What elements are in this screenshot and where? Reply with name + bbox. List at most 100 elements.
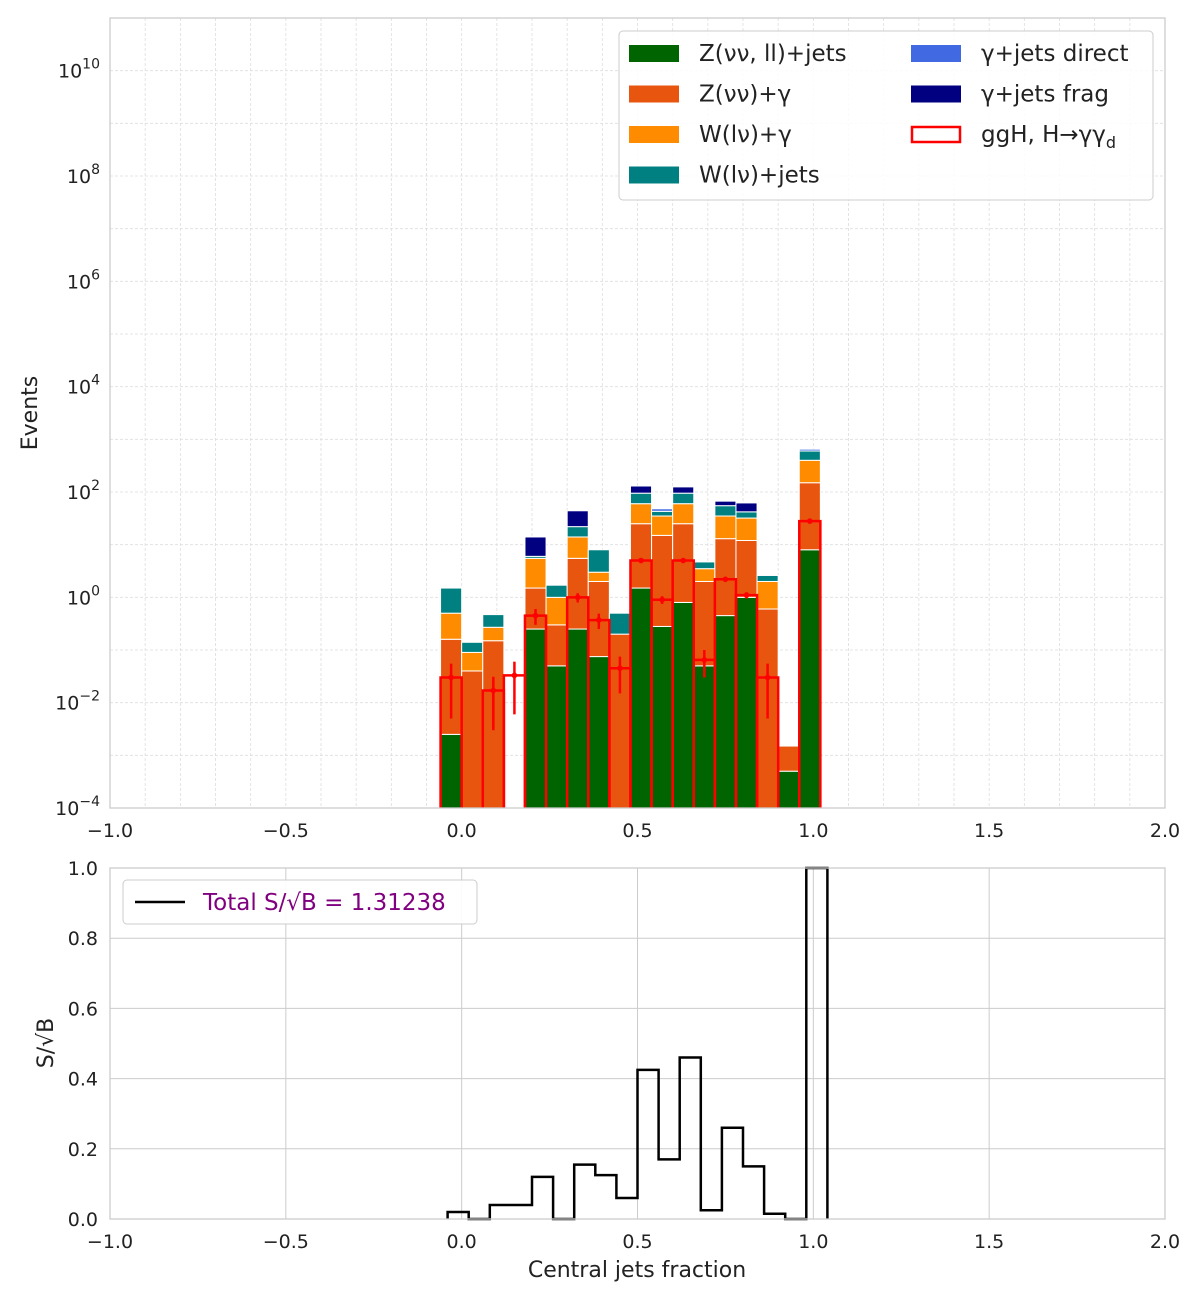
bottom-y-tick-label: 0.8 <box>68 928 98 950</box>
legend-swatch <box>629 166 679 184</box>
bottom-y-tick-label: 0.4 <box>68 1069 98 1091</box>
top-signal <box>439 518 822 808</box>
bottom-legend: Total S/√B = 1.31238 <box>122 879 478 925</box>
bar-segment <box>545 584 568 598</box>
bar-segment <box>651 508 674 512</box>
bar-segment <box>756 580 779 610</box>
legend-swatch <box>910 125 962 144</box>
legend-label: W(lν)+jets <box>699 163 820 189</box>
bar-segment <box>608 612 631 635</box>
bar-segment <box>566 510 589 528</box>
bottom-x-tick-label: 1.5 <box>974 1231 1004 1253</box>
legend-label: γ+jets frag <box>981 82 1109 108</box>
signal-point <box>638 557 644 564</box>
bar-segment <box>440 733 463 809</box>
bottom-x-axis-title: Central jets fraction <box>528 1258 746 1283</box>
bottom-y-tick-label: 0.6 <box>68 998 98 1020</box>
signal-point <box>490 687 497 694</box>
bar-segment <box>651 510 674 517</box>
top-y-tick-label: 100 <box>67 583 100 609</box>
bottom-legend-box <box>122 879 478 925</box>
bar-segment <box>629 485 653 494</box>
bar-segment <box>693 561 716 570</box>
bar-segment <box>629 587 653 809</box>
bar-segment <box>693 568 716 582</box>
bar-segment <box>629 503 653 525</box>
top-y-tick-label: 104 <box>67 373 100 399</box>
legend-swatch <box>629 85 679 103</box>
bottom-plot-frame <box>109 867 1166 1220</box>
top-x-tick-label: 1.0 <box>798 820 828 842</box>
top-y-tick-label: 10−2 <box>55 689 100 715</box>
bar-segment <box>756 574 779 582</box>
legend-swatch <box>911 85 961 103</box>
bottom-y-tick-label: 1.0 <box>68 858 98 880</box>
bar-segment <box>524 536 547 557</box>
top-x-tick-label: 2.0 <box>1150 820 1180 842</box>
signal-point <box>722 576 729 583</box>
bottom-legend-label: Total S/√B = 1.31238 <box>202 890 446 916</box>
bottom-panel: −1.0 −0.5 0.0 0.5 1.0 1.5 2.0 0.0 0.2 0.4 0.6 0.8 1… <box>34 858 1180 1283</box>
top-y-tick-label: 10−4 <box>55 794 100 820</box>
bar-segment <box>735 539 758 598</box>
bar-segment <box>545 665 568 809</box>
bottom-x-ticks: −1.0 −0.5 0.0 0.5 1.0 1.5 2.0 <box>87 1231 1180 1253</box>
bar-segment <box>735 511 758 519</box>
s-over-sqrt-b-line <box>446 866 829 1221</box>
legend-label: γ+jets direct <box>981 41 1129 67</box>
top-x-tick-label: 0.5 <box>622 820 652 842</box>
bar-segment <box>735 596 758 809</box>
bar-segment <box>651 625 674 809</box>
bar-segment <box>777 770 800 809</box>
top-x-ticks: −1.0 −0.5 0.0 0.5 1.0 1.5 2.0 <box>87 820 1180 842</box>
top-x-tick-label: 0.0 <box>447 820 477 842</box>
bar-segment <box>545 596 568 626</box>
bar-segment <box>587 656 610 809</box>
top-y-tick-label: 1010 <box>58 57 100 83</box>
legend-swatch <box>629 45 679 62</box>
signal-point <box>743 592 750 598</box>
bar-segment <box>777 745 800 772</box>
bottom-x-tick-label: 0.5 <box>622 1231 652 1253</box>
bar-segment <box>629 492 653 505</box>
bar-segment <box>629 523 653 589</box>
bar-segment <box>524 557 547 589</box>
bottom-y-tick-label: 0.0 <box>68 1209 98 1231</box>
legend-label: W(lν)+γ <box>699 122 792 148</box>
top-panel: −1.0 −0.5 0.0 0.5 1.0 1.5 2.0 10−410−210010210… <box>18 17 1180 842</box>
bottom-x-tick-label: −1.0 <box>87 1231 133 1253</box>
signal-point <box>448 674 454 681</box>
signal-point <box>807 518 813 524</box>
bottom-y-tick-label: 0.2 <box>68 1139 98 1161</box>
signal-point <box>764 674 771 681</box>
signal-point <box>596 617 602 623</box>
bar-segment <box>482 626 505 642</box>
bar-segment <box>440 587 463 614</box>
bottom-y-axis-title: S/√B <box>34 1018 59 1069</box>
bar-segment <box>587 549 610 573</box>
bar-segment <box>461 670 484 809</box>
bar-segment <box>735 502 758 513</box>
top-y-ticks: 10−4 10−2 100 102 104 106 108 1010 <box>55 57 100 820</box>
bottom-x-tick-label: 0.0 <box>447 1231 477 1253</box>
signal-point <box>659 596 665 603</box>
top-legend: Z(νν, ll)+jets Z(νν)+γ W(lν)+γ W(lν)+jets γ+… <box>618 30 1154 201</box>
bar-segment <box>566 536 589 559</box>
top-x-tick-label: −0.5 <box>263 820 309 842</box>
bar-segment <box>693 665 716 809</box>
bar-segment <box>651 534 674 627</box>
bottom-x-tick-label: −0.5 <box>263 1231 309 1253</box>
signal-point <box>532 612 539 619</box>
bar-segment <box>798 549 821 809</box>
bar-segment <box>651 515 674 536</box>
legend-label: Z(νν)+γ <box>699 82 791 108</box>
bar-segment <box>714 505 737 517</box>
bar-segment <box>672 601 695 809</box>
bar-segment <box>714 500 737 507</box>
signal-point <box>617 665 623 672</box>
bottom-x-tick-label: 1.0 <box>798 1231 828 1253</box>
bar-segment <box>798 448 821 452</box>
bottom-x-tick-label: 2.0 <box>1150 1231 1180 1253</box>
bar-segment <box>440 612 463 640</box>
top-legend-box <box>618 30 1154 201</box>
